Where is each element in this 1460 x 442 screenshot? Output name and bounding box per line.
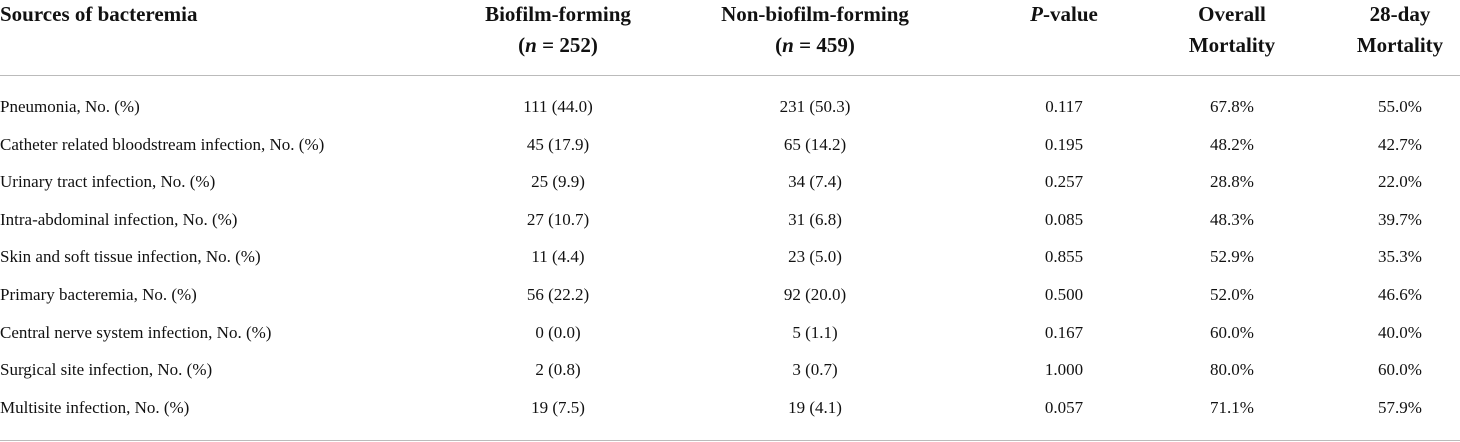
cell-value: 1.000 xyxy=(1044,360,1084,380)
column-header: Mortality xyxy=(1189,35,1275,56)
cell-value: 48.2% xyxy=(1210,134,1254,154)
cell-value: 35.3% xyxy=(1378,247,1422,267)
cell-value: 80.0% xyxy=(1210,360,1254,380)
header-text: ( xyxy=(518,33,526,57)
cell-value: 60.0% xyxy=(1210,322,1254,342)
column-header: 28-day xyxy=(1370,4,1431,25)
header-text: = 459) xyxy=(793,33,855,57)
cell-value: 0.085 xyxy=(1044,209,1084,229)
header-text: n xyxy=(525,33,537,57)
cell-value: 60.0% xyxy=(1378,360,1422,380)
cell-value: 40.0% xyxy=(1378,322,1422,342)
cell-value: 0.855 xyxy=(1044,247,1084,267)
header-text: n xyxy=(782,33,794,57)
cell-value: 22.0% xyxy=(1378,172,1422,192)
cell-value: 2 (0.8) xyxy=(535,360,581,380)
cell-value: 52.9% xyxy=(1210,247,1254,267)
cell-value: 5 (1.1) xyxy=(792,322,838,342)
column-header: P-value xyxy=(1030,4,1098,25)
header-text: P xyxy=(1030,2,1043,26)
column-header: (n = 459) xyxy=(775,35,855,56)
row-label: Multisite infection, No. (%) xyxy=(0,397,190,417)
cell-value: 42.7% xyxy=(1378,134,1422,154)
row-label: Skin and soft tissue infection, No. (%) xyxy=(0,247,261,267)
cell-value: 52.0% xyxy=(1210,285,1254,304)
cell-value: 67.8% xyxy=(1210,97,1254,116)
cell-value: 0.117 xyxy=(1045,97,1083,116)
cell-value: 45 (17.9) xyxy=(526,134,590,154)
cell-value: 23 (5.0) xyxy=(788,247,842,267)
cell-value: 0.500 xyxy=(1044,285,1084,304)
cell-value: 0.167 xyxy=(1044,322,1084,342)
cell-value: 56 (22.2) xyxy=(526,285,590,304)
cell-value: 0 (0.0) xyxy=(535,322,581,342)
column-header: (n = 252) xyxy=(518,35,598,56)
row-label: Intra-abdominal infection, No. (%) xyxy=(0,209,238,229)
bottom-rule xyxy=(0,440,1460,441)
cell-value: 34 (7.4) xyxy=(788,172,842,192)
cell-value: 0.257 xyxy=(1044,172,1084,192)
row-label: Central nerve system infection, No. (%) xyxy=(0,322,272,342)
row-label: Primary bacteremia, No. (%) xyxy=(0,285,197,304)
cell-value: 0.195 xyxy=(1044,134,1084,154)
cell-value: 46.6% xyxy=(1378,285,1422,304)
cell-value: 57.9% xyxy=(1378,397,1422,417)
column-header: Biofilm-forming xyxy=(485,4,631,25)
cell-value: 71.1% xyxy=(1210,397,1254,417)
row-label: Catheter related bloodstream infection, … xyxy=(0,134,325,154)
cell-value: 31 (6.8) xyxy=(788,209,842,229)
row-label: Urinary tract infection, No. (%) xyxy=(0,172,216,192)
cell-value: 0.057 xyxy=(1044,397,1084,417)
header-text: Overall xyxy=(1198,2,1266,26)
cell-value: 11 (4.4) xyxy=(531,247,585,267)
cell-value: 19 (4.1) xyxy=(788,397,842,417)
header-text: Sources of bacteremia xyxy=(0,2,198,26)
cell-value: 3 (0.7) xyxy=(792,360,838,380)
header-rule xyxy=(0,75,1460,76)
header-text: Mortality xyxy=(1356,33,1444,57)
cell-value: 92 (20.0) xyxy=(783,285,847,304)
cell-value: 25 (9.9) xyxy=(531,172,585,192)
header-text: 28-day xyxy=(1369,2,1431,26)
column-header: Non-biofilm-forming xyxy=(721,4,909,25)
row-label: Pneumonia, No. (%) xyxy=(0,97,140,116)
cell-value: 55.0% xyxy=(1378,97,1422,116)
cell-value: 27 (10.7) xyxy=(526,209,590,229)
column-header: Mortality xyxy=(1357,35,1443,56)
cell-value: 48.3% xyxy=(1210,209,1254,229)
header-text: -value xyxy=(1043,2,1098,26)
cell-value: 111 (44.0) xyxy=(523,97,593,116)
cell-value: 65 (14.2) xyxy=(783,134,847,154)
header-text: ( xyxy=(775,33,783,57)
cell-value: 19 (7.5) xyxy=(531,397,585,417)
column-header: Overall xyxy=(1198,4,1266,25)
cell-value: 39.7% xyxy=(1378,209,1422,229)
header-text: Biofilm-forming xyxy=(485,2,631,26)
row-label: Surgical site infection, No. (%) xyxy=(0,360,213,380)
header-text: Non-biofilm-forming xyxy=(721,2,909,26)
header-text: = 252) xyxy=(536,33,598,57)
header-text: Mortality xyxy=(1188,33,1276,57)
column-header: Sources of bacteremia xyxy=(0,4,198,25)
cell-value: 231 (50.3) xyxy=(779,97,851,116)
cell-value: 28.8% xyxy=(1210,172,1254,192)
